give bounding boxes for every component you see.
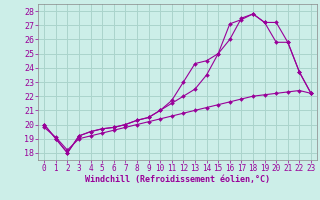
X-axis label: Windchill (Refroidissement éolien,°C): Windchill (Refroidissement éolien,°C) bbox=[85, 175, 270, 184]
